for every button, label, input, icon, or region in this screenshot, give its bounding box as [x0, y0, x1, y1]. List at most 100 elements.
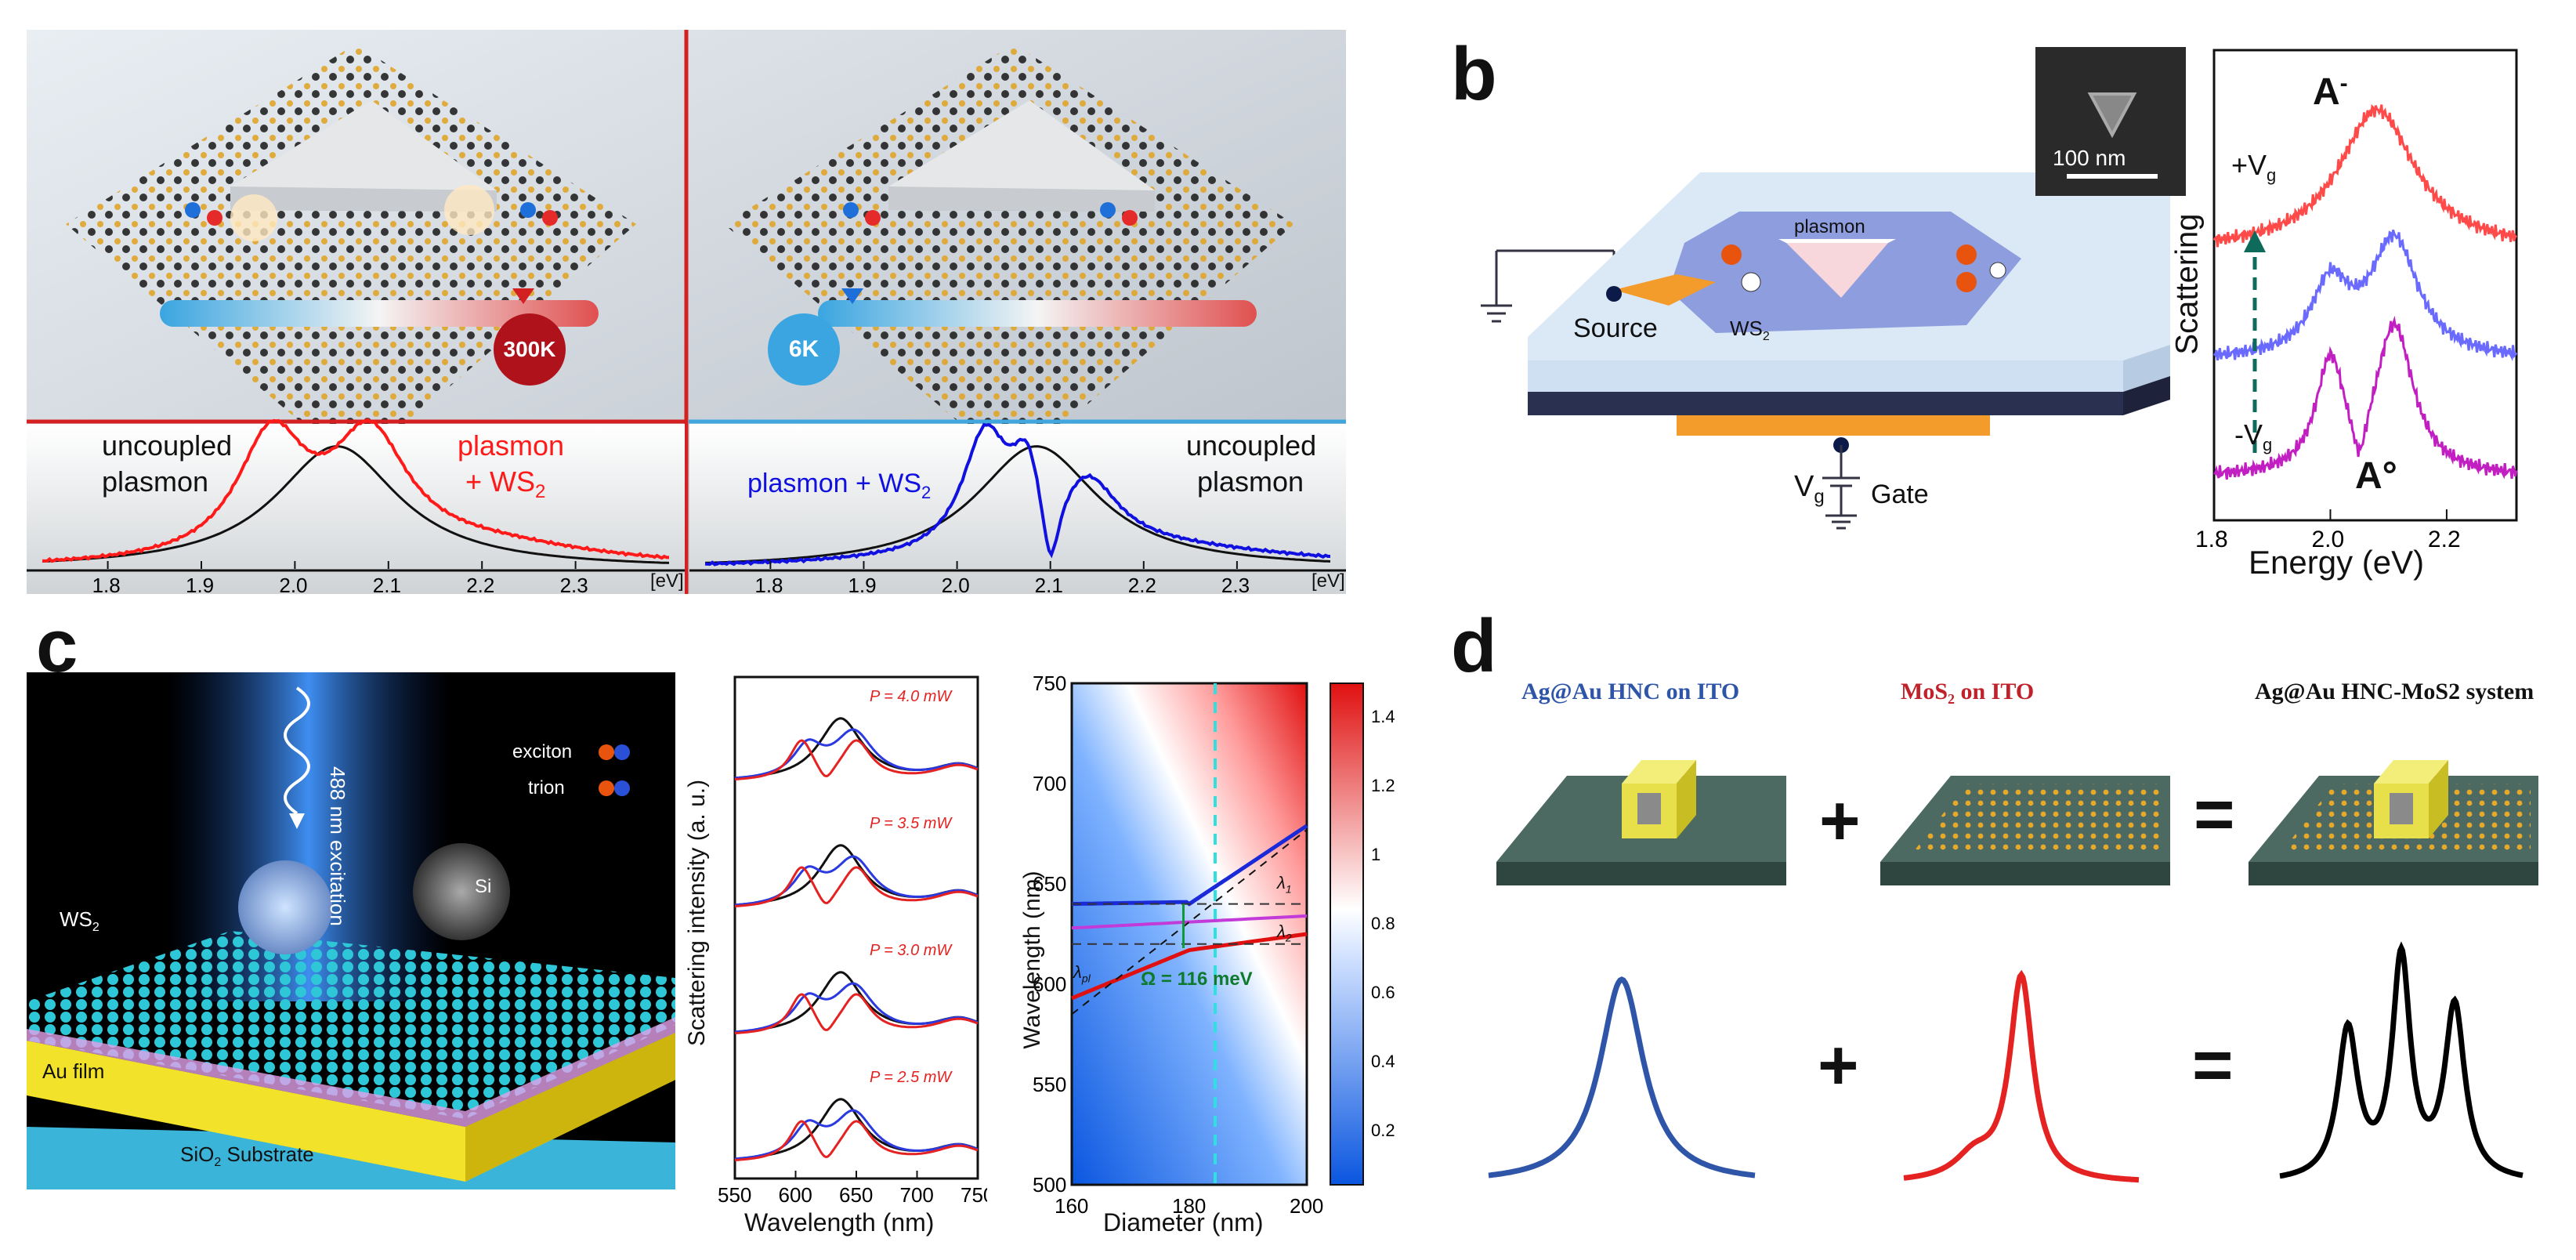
tick-label: 500	[1033, 1173, 1066, 1197]
tick-label: 650	[1033, 872, 1066, 896]
uncoupled-curve	[704, 445, 1331, 564]
a-left-uncoupled-line2: plasmon	[102, 465, 209, 498]
colorbar-label: 0.8	[1371, 914, 1395, 933]
lower-polariton	[1071, 932, 1308, 1001]
coupled-curve	[42, 418, 669, 563]
tick-label: 2.0	[279, 574, 307, 594]
lambda-pl-label: λpl	[1073, 962, 1091, 985]
c-map-ylabel: Wavelength (nm)	[1019, 871, 1045, 1049]
d-title-hnc: Ag@Au HNC on ITO	[1521, 679, 1740, 704]
panel-c-spectra: 550 600 650 700 750 Scattering intensity (a.…	[684, 672, 994, 1252]
colorbar-label: 1.4	[1371, 707, 1395, 726]
temperature-badge-6k: 6K	[768, 313, 840, 386]
power-label-3: P = 3.0 mW	[870, 942, 952, 959]
tick-label: 2.2	[1128, 574, 1156, 594]
c-spec-xlabel: Wavelength (nm)	[744, 1208, 935, 1236]
tick-label: 2.3	[1221, 574, 1250, 594]
colorbar-label: 0.4	[1371, 1052, 1395, 1071]
c-au-film-label: Au film	[42, 1059, 105, 1083]
b-ylabel: Scattering	[2169, 213, 2205, 355]
b-peak-a-minus: A-	[2313, 71, 2348, 113]
a-right-unit: [eV]	[1312, 570, 1345, 592]
b-peak-a-zero: A°	[2355, 455, 2397, 497]
tick-label: 2.1	[373, 574, 401, 594]
b-xlabel: Energy (eV)	[2249, 544, 2425, 581]
plasmon-label: plasmon	[1794, 216, 1865, 237]
a-left-uncoupled-line1: uncoupled	[102, 429, 233, 462]
vg-label: Vg	[1794, 470, 1825, 508]
panel-label-d: d	[1451, 604, 1497, 688]
panel-b-device: Source WS2 plasmon Vg Gate	[1481, 157, 2186, 564]
c-trion-label: trion	[528, 777, 565, 798]
tick-label: 2.2	[466, 574, 494, 594]
a-right-uncoupled-line2: plasmon	[1197, 465, 1304, 498]
panel-b-chart: 1.8 2.0 2.2 A- A° +Vg -Vg Scattering Energ…	[2162, 39, 2523, 588]
tick-label: 700	[1033, 772, 1066, 795]
d-title-mos2: MoS₂ on ITO	[1901, 679, 2035, 704]
hnc-spectrum	[1488, 976, 1756, 1179]
exciton-line	[1071, 914, 1308, 930]
c-si-label: Si	[475, 876, 492, 897]
b-minus-vg: -Vg	[2234, 418, 2273, 455]
a-left-coupled-line1: plasmon	[458, 429, 565, 462]
panel-label-b: b	[1451, 32, 1497, 116]
mos2-spectrum	[1903, 969, 2140, 1183]
spectrum-curve	[734, 982, 979, 1034]
tick-label: 1.8	[92, 574, 121, 594]
coupled-curve	[704, 422, 1330, 567]
panel-c-map: 160 180 200 750 700 650 600 550 500 1.4 1.2 1 0.8 0.6…	[993, 672, 1416, 1252]
scattering-series	[2213, 315, 2518, 480]
lambda-1-label: λ1	[1277, 873, 1292, 896]
tick-label: 2.1	[1035, 574, 1063, 594]
tick-label: 1.8	[2195, 527, 2228, 552]
c-excitation-label: 488 nm excitation	[326, 766, 349, 926]
uncoupled-curve	[42, 445, 670, 564]
a-right-coupled: plasmon + WS2	[747, 469, 932, 502]
c-ws2-label: WS2	[60, 907, 99, 935]
spectrum-curve	[734, 866, 979, 907]
a-right-uncoupled-line1: uncoupled	[1186, 429, 1317, 462]
power-label-4: P = 2.5 mW	[870, 1069, 952, 1086]
tick-label: 600	[779, 1183, 812, 1207]
tick-label: 200	[1290, 1194, 1323, 1218]
a-left-coupled-line2: + WS2	[465, 465, 546, 503]
colorbar-label: 1	[1371, 845, 1380, 864]
tick-label: 180	[1172, 1194, 1206, 1218]
equals-sign-2: =	[2192, 1026, 2234, 1105]
gate-label: Gate	[1871, 480, 1929, 509]
spectrum-curve	[734, 728, 979, 780]
panel-d-graphic: + = + =	[1473, 721, 2570, 1207]
tick-label: 750	[1033, 672, 1066, 695]
tick-label: 2.3	[560, 574, 588, 594]
coupled-spectrum	[2279, 941, 2524, 1179]
tick-label: 550	[718, 1183, 751, 1207]
panel-a: 1.8 1.9 2.0 2.1 2.2 2.3 1.8 1.9 2.0 2.1 2.2 2.3 300…	[27, 30, 1346, 597]
tick-label: 2.0	[942, 574, 970, 594]
a-left-unit: [eV]	[650, 570, 684, 592]
spectrum-curve	[734, 993, 979, 1034]
lambda-2-label: λ2	[1277, 921, 1292, 944]
c-scene-graphic	[27, 672, 675, 1189]
temperature-badge-300k: 300K	[494, 313, 566, 386]
tick-label: 1.8	[754, 574, 783, 594]
tick-label: 160	[1055, 1194, 1088, 1218]
panel-c-scene: 488 nm excitation exciton trion WS2 Si A…	[27, 672, 675, 1189]
rabi-splitting-label: Ω = 116 meV	[1141, 969, 1253, 990]
plus-sign-1: +	[1819, 782, 1861, 860]
plasmon-dispersion	[1071, 829, 1308, 1016]
plus-sign-2: +	[1818, 1026, 1859, 1105]
tick-label: 2.0	[2311, 527, 2344, 552]
scattering-series	[2212, 103, 2518, 248]
b-plus-vg: +Vg	[2231, 149, 2277, 186]
tick-label: 2.2	[2428, 527, 2461, 552]
sem-inset: 100 nm	[2035, 47, 2186, 196]
tick-label: 700	[900, 1183, 934, 1207]
tick-label: 1.9	[186, 574, 214, 594]
colorbar-label: 0.6	[1371, 983, 1395, 1002]
tick-label: 550	[1033, 1073, 1066, 1096]
source-label: Source	[1573, 313, 1658, 343]
c-exciton-label: exciton	[512, 741, 573, 762]
colorbar-label: 0.2	[1371, 1121, 1395, 1140]
scale-bar-label: 100 nm	[2053, 146, 2126, 170]
d-title-system: Ag@Au HNC-MoS2 system	[2255, 679, 2534, 704]
